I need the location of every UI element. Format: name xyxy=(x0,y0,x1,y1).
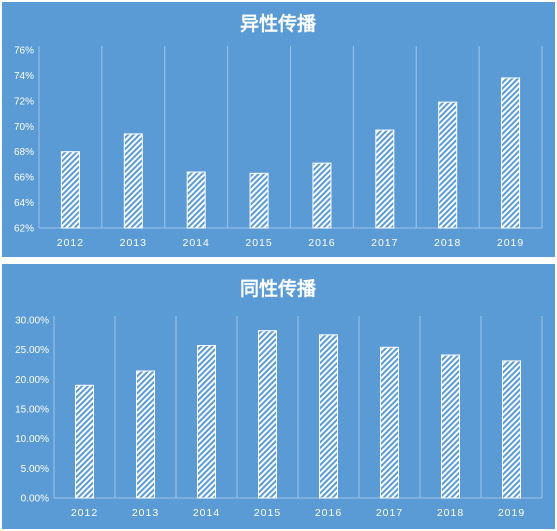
bar-2014 xyxy=(186,171,206,229)
x-tick-label: 2013 xyxy=(120,237,147,249)
x-tick-label: 2015 xyxy=(245,237,272,249)
x-tick-label: 2012 xyxy=(57,237,84,249)
x-tick-label: 2016 xyxy=(315,507,342,519)
bar-2018 xyxy=(438,101,458,229)
x-tick-label: 2019 xyxy=(497,237,524,249)
bar-2017 xyxy=(380,346,399,499)
chart-panel-homosexual: 同性传播 0.00% 5.00% 10.00% 15.00% 20.00% 25.00% 3… xyxy=(2,264,555,529)
bar-2018 xyxy=(441,354,460,499)
bar-2015 xyxy=(258,330,277,499)
x-tick-label: 2018 xyxy=(437,507,464,519)
y-tick-label: 20.00% xyxy=(15,375,49,386)
x-tick-label: 2016 xyxy=(308,237,335,249)
x-tick-label: 2012 xyxy=(71,507,98,519)
x-tick-label: 2018 xyxy=(434,237,461,249)
x-tick-label: 2013 xyxy=(132,507,159,519)
bar-2019 xyxy=(502,360,521,499)
bar-2015 xyxy=(249,172,269,229)
bar-2016 xyxy=(312,162,332,229)
bar-2019 xyxy=(501,77,521,229)
bar-2012 xyxy=(75,384,94,499)
y-tick-label: 30.00% xyxy=(15,316,49,327)
bar-2013 xyxy=(123,133,143,229)
y-tick-label: 62% xyxy=(14,224,34,235)
y-tick-label: 66% xyxy=(14,173,34,184)
y-tick-label: 64% xyxy=(14,198,34,209)
x-tick-label: 2017 xyxy=(371,237,398,249)
y-tick-label: 68% xyxy=(14,147,34,158)
x-tick-label: 2014 xyxy=(183,237,210,249)
y-tick-label: 0.00% xyxy=(21,494,49,505)
bar-2014 xyxy=(197,345,216,499)
x-tick-label: 2015 xyxy=(254,507,281,519)
y-tick-label: 10.00% xyxy=(15,434,49,445)
y-tick-label: 74% xyxy=(14,71,34,82)
y-tick-label: 72% xyxy=(14,96,34,107)
y-tick-label: 25.00% xyxy=(15,345,49,356)
chart-title: 同性传播 xyxy=(240,277,317,300)
bar-2012 xyxy=(60,151,80,229)
bar-2016 xyxy=(319,334,338,499)
bar-2013 xyxy=(136,370,155,499)
chart-panel-heterosexual: 异性传播 62% 64% 66% 68% 70% 72% 74% 76% 2012 2013 20… xyxy=(2,2,555,257)
chart-homosexual: 同性传播 0.00% 5.00% 10.00% 15.00% 20.00% 25.00% 3… xyxy=(15,277,543,519)
x-tick-label: 2019 xyxy=(498,507,525,519)
x-tick-label: 2014 xyxy=(193,507,220,519)
y-tick-label: 70% xyxy=(14,122,34,133)
bar-2017 xyxy=(375,129,395,229)
y-tick-label: 5.00% xyxy=(21,464,49,475)
x-tick-label: 2017 xyxy=(376,507,403,519)
y-tick-label: 76% xyxy=(14,46,34,57)
chart-heterosexual: 异性传播 62% 64% 66% 68% 70% 72% 74% 76% 2012 2013 20… xyxy=(14,12,543,249)
chart-title: 异性传播 xyxy=(240,12,317,35)
y-tick-label: 15.00% xyxy=(15,405,49,416)
